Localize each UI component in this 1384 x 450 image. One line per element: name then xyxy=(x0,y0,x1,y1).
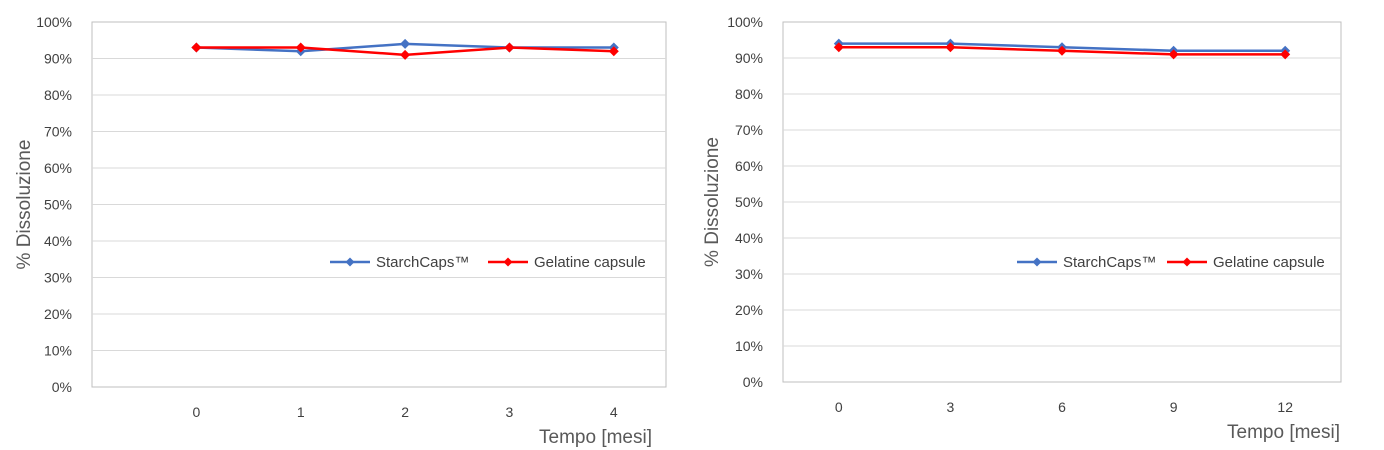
y-tick-label: 20% xyxy=(735,302,763,318)
x-tick-label: 0 xyxy=(192,404,200,420)
y-tick-label: 100% xyxy=(36,14,72,30)
y-tick-label: 90% xyxy=(44,51,72,67)
dissolution-chart-right: 0% 10% 20% 30% 40% 50% 60% 70% 80% 90% 100% 0 3 6 9 12 T… xyxy=(690,0,1380,450)
y-tick-label: 10% xyxy=(44,343,72,359)
y-tick-label: 50% xyxy=(735,194,763,210)
legend-label-0: StarchCaps™ xyxy=(376,254,469,271)
legend-label-0: StarchCaps™ xyxy=(1063,254,1156,271)
y-tick-label: 0% xyxy=(743,374,763,390)
x-axis-title: Tempo [mesi] xyxy=(539,427,652,448)
x-tick-label: 2 xyxy=(401,404,409,420)
data-point-marker xyxy=(1168,49,1179,60)
x-tick-label: 6 xyxy=(1058,399,1066,415)
legend-marker-0 xyxy=(1032,257,1042,267)
data-point-marker xyxy=(1057,45,1067,56)
x-axis-title: Tempo [mesi] xyxy=(1227,422,1340,443)
data-point-marker xyxy=(608,46,619,57)
data-point-marker xyxy=(945,42,956,53)
y-tick-label: 70% xyxy=(44,124,72,140)
y-tick-label: 80% xyxy=(44,87,72,103)
y-tick-label: 40% xyxy=(44,233,72,249)
data-point-marker xyxy=(191,42,202,53)
y-tick-label: 90% xyxy=(735,50,763,66)
legend-label-1: Gelatine capsule xyxy=(1213,254,1325,271)
data-point-marker xyxy=(400,49,411,60)
y-tick-label: 10% xyxy=(735,338,763,354)
legend-label-1: Gelatine capsule xyxy=(534,254,646,271)
legend-marker-1 xyxy=(503,257,513,267)
x-tick-label: 9 xyxy=(1170,399,1178,415)
data-point-marker xyxy=(1280,49,1291,60)
y-tick-label: 100% xyxy=(727,14,763,30)
chart-left-svg: 0% 10% 20% 30% 40% 50% 60% 70% 80% 90% 100% 0 1 2 3 4 Te… xyxy=(14,14,667,448)
x-tick-label: 3 xyxy=(947,399,955,415)
y-tick-label: 0% xyxy=(52,379,72,395)
y-tick-label: 60% xyxy=(735,158,763,174)
data-point-marker xyxy=(400,38,411,49)
data-point-marker xyxy=(833,42,844,53)
x-tick-label: 1 xyxy=(297,404,305,420)
y-tick-label: 60% xyxy=(44,160,72,176)
dissolution-chart-left: 0% 10% 20% 30% 40% 50% 60% 70% 80% 90% 100% 0 1 2 3 4 Te… xyxy=(0,0,680,450)
y-tick-label: 80% xyxy=(735,86,763,102)
y-axis-title: % Dissoluzione xyxy=(702,137,723,267)
y-tick-label: 20% xyxy=(44,306,72,322)
data-point-marker xyxy=(295,42,306,53)
y-tick-label: 70% xyxy=(735,122,763,138)
x-tick-label: 3 xyxy=(506,404,514,420)
x-tick-label: 4 xyxy=(610,404,618,420)
x-tick-label: 0 xyxy=(835,399,843,415)
y-axis-title: % Dissoluzione xyxy=(14,140,35,270)
data-point-marker xyxy=(504,42,515,53)
legend-marker-1 xyxy=(1182,257,1192,267)
chart-right-svg: 0% 10% 20% 30% 40% 50% 60% 70% 80% 90% 100% 0 3 6 9 12 T… xyxy=(702,14,1342,443)
y-tick-label: 50% xyxy=(44,197,72,213)
legend-marker-0 xyxy=(345,257,355,267)
x-tick-label: 12 xyxy=(1277,399,1293,415)
y-tick-label: 30% xyxy=(735,266,763,282)
y-tick-label: 40% xyxy=(735,230,763,246)
y-tick-label: 30% xyxy=(44,270,72,286)
